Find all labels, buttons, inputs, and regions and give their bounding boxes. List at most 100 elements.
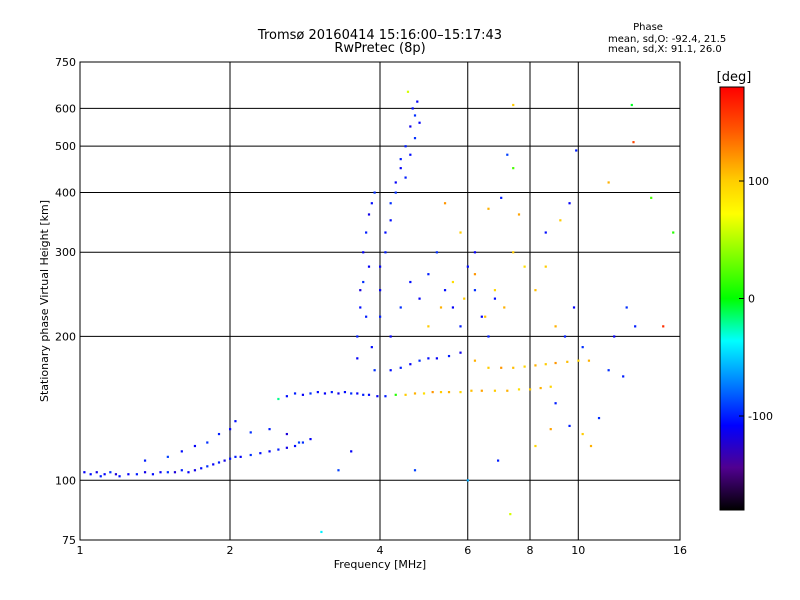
data-point <box>512 366 515 369</box>
data-point <box>301 441 305 444</box>
data-point <box>365 315 368 318</box>
phase-stats-x-mode: mean, sd,X: 91.1, 26.0 <box>608 44 722 55</box>
data-point <box>539 386 542 390</box>
data-point <box>607 369 610 372</box>
data-point <box>376 395 379 398</box>
y-tick-label: 200 <box>55 330 76 343</box>
data-point <box>517 213 521 216</box>
data-point <box>523 365 526 368</box>
data-point <box>554 361 557 365</box>
phase-stats-o-mode: mean, sd,O: -92.4, 21.5 <box>608 34 727 45</box>
data-point <box>625 306 628 309</box>
data-point <box>493 297 497 300</box>
data-point <box>534 289 537 292</box>
x-tick-labels: 1 2 4 6 8 10 16 <box>77 544 688 557</box>
data-point <box>529 388 532 391</box>
data-point <box>350 392 353 395</box>
data-point <box>389 219 392 222</box>
data-point <box>159 471 162 474</box>
data-point <box>399 167 402 170</box>
data-point <box>512 167 515 170</box>
data-point <box>297 441 301 444</box>
data-point <box>373 369 376 372</box>
data-point <box>389 369 392 372</box>
data-point <box>487 366 490 369</box>
y-tick-label: 400 <box>55 186 76 199</box>
data-point <box>544 231 547 234</box>
data-point <box>544 363 547 366</box>
data-point <box>500 196 503 199</box>
data-point <box>568 424 571 428</box>
data-point <box>451 306 455 309</box>
data-point <box>559 219 562 222</box>
data-point <box>309 437 312 441</box>
data-point <box>399 158 402 161</box>
data-point <box>487 207 490 210</box>
data-point <box>293 392 297 395</box>
data-point <box>463 297 466 300</box>
data-point <box>422 392 426 395</box>
data-point <box>435 251 438 254</box>
data-point <box>114 473 118 476</box>
data-point <box>135 473 138 476</box>
data-point <box>103 473 106 476</box>
data-point <box>404 393 407 396</box>
colorbar-tick-label: -100 <box>748 410 773 423</box>
data-point <box>581 432 584 436</box>
data-point <box>435 357 438 360</box>
data-point <box>554 402 557 405</box>
data-point <box>427 273 430 276</box>
data-point <box>373 191 376 194</box>
data-point <box>404 176 407 179</box>
data-point <box>503 306 506 309</box>
data-point <box>672 231 675 234</box>
data-point <box>143 459 147 462</box>
data-point <box>379 265 382 268</box>
data-point <box>587 359 591 362</box>
data-point <box>356 392 359 395</box>
x-tick-label: 6 <box>464 544 471 557</box>
data-point <box>83 471 86 474</box>
data-point <box>443 289 447 292</box>
data-point <box>506 389 509 392</box>
data-point <box>277 397 280 401</box>
data-point <box>384 395 387 398</box>
data-point <box>549 385 552 388</box>
data-point <box>622 375 625 378</box>
data-point <box>239 455 242 458</box>
data-point <box>544 265 547 268</box>
data-point <box>223 459 226 462</box>
x-tick-label: 4 <box>377 544 384 557</box>
data-point <box>470 389 473 392</box>
data-point <box>459 231 462 234</box>
data-point <box>473 251 477 254</box>
data-point <box>630 103 633 107</box>
data-point <box>466 265 469 268</box>
data-point <box>217 461 221 464</box>
grid-lines <box>80 62 680 540</box>
data-point <box>394 393 397 396</box>
data-point <box>632 141 635 144</box>
data-point <box>451 280 455 284</box>
data-point <box>301 393 305 396</box>
data-point <box>409 125 412 128</box>
data-point <box>367 393 371 396</box>
data-point <box>409 363 412 366</box>
colorbar-tick-label: 0 <box>748 293 755 306</box>
data-point <box>575 149 578 152</box>
data-point <box>337 392 340 395</box>
y-tick-label: 500 <box>55 140 76 153</box>
data-point <box>473 273 477 276</box>
data-point <box>293 444 297 448</box>
data-point <box>613 335 616 338</box>
y-tick-labels: 75 100 200 300 400 500 600 750 <box>55 56 76 547</box>
data-point <box>406 90 410 93</box>
data-point <box>418 121 421 124</box>
data-point <box>443 202 447 205</box>
chart-title: Tromsø 20160414 15:16:00–15:17:43 <box>257 28 503 43</box>
data-point <box>447 354 451 358</box>
data-point <box>337 469 340 472</box>
data-point <box>356 357 359 360</box>
data-point <box>581 346 584 349</box>
